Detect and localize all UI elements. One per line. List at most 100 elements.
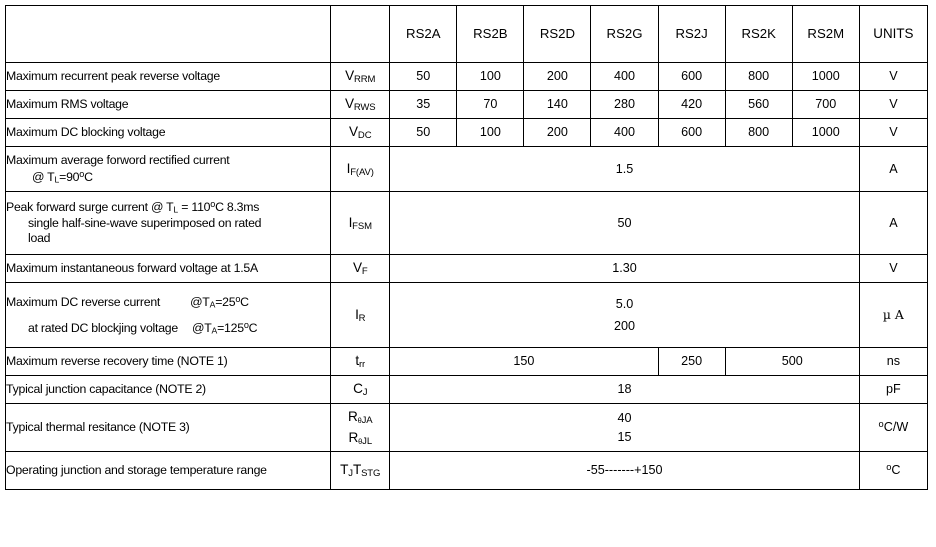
degree-icon: o bbox=[79, 168, 85, 179]
param-cond-prefix: Peak forward surge current @ T bbox=[6, 199, 174, 214]
symbol-main: T bbox=[340, 462, 349, 478]
param-cond-subscript: L bbox=[54, 174, 60, 185]
symbol-subscript: STG bbox=[361, 468, 381, 480]
param-cond-prefix: @ T bbox=[32, 169, 55, 184]
symbol-rthjl: RθJL bbox=[331, 428, 389, 449]
param-text-line3: load bbox=[28, 231, 51, 246]
param-cond-subscript: A bbox=[209, 299, 216, 310]
param-label: Maximum DC reverse current @TA=25oC at ra… bbox=[4, 282, 332, 348]
stacked-values: 40 15 bbox=[390, 409, 859, 446]
units-text: C/W bbox=[883, 420, 909, 435]
value-cell: 700 bbox=[791, 90, 860, 119]
param-cond-value: =125 bbox=[217, 320, 244, 335]
param-label: Maximum reverse recovery time (NOTE 1) bbox=[4, 347, 332, 376]
degree-icon: o bbox=[210, 198, 216, 209]
param-cond-unit: C bbox=[84, 169, 93, 184]
symbol-subscript: F(AV) bbox=[350, 166, 374, 178]
value-cell: 70 bbox=[456, 90, 525, 119]
param-text: Maximum recurrent peak reverse voltage bbox=[6, 68, 220, 83]
param-cond-unit: C bbox=[240, 294, 249, 309]
header-part-rs2m: RS2M bbox=[791, 5, 860, 63]
table-row-thermal-resistance: Typical thermal resitance (NOTE 3) RθJA … bbox=[4, 403, 929, 452]
symbol-subscript-text: JA bbox=[361, 414, 373, 426]
symbol-main: R bbox=[348, 429, 359, 445]
table-row-vf: Maximum instantaneous forward voltage at… bbox=[4, 254, 929, 283]
symbol-main: t bbox=[355, 353, 359, 369]
param-cond-value: = 110 bbox=[178, 199, 211, 214]
param-text-line1: Peak forward surge current @ TL = 110oC … bbox=[6, 199, 330, 216]
symbol-main: V bbox=[352, 260, 362, 276]
param-text-line1: Maximum DC reverse current @TA=25oC bbox=[6, 294, 330, 311]
header-part-rs2d: RS2D bbox=[523, 5, 592, 63]
theta-icon: θ bbox=[358, 436, 363, 446]
param-label: Maximum average forword rectified curren… bbox=[4, 146, 332, 192]
value-cell-trr-high: 500 bbox=[724, 347, 860, 376]
merged-value-cell: 40 15 bbox=[389, 403, 860, 452]
value-cell: 800 bbox=[724, 62, 793, 91]
merged-value-cell: 1.30 bbox=[389, 254, 860, 283]
param-label: Maximum instantaneous forward voltage at… bbox=[4, 254, 332, 283]
param-text: Typical junction capacitance (NOTE 2) bbox=[6, 381, 206, 396]
param-label: Typical thermal resitance (NOTE 3) bbox=[4, 403, 332, 452]
value-cell: 100 bbox=[456, 62, 525, 91]
header-part-rs2k: RS2K bbox=[724, 5, 793, 63]
header-part-rs2b: RS2B bbox=[456, 5, 525, 63]
table-row-vrrm: Maximum recurrent peak reverse voltage V… bbox=[4, 62, 929, 91]
symbol-main: V bbox=[344, 96, 354, 112]
symbol-main: I bbox=[346, 160, 351, 176]
param-cond-prefix: @T bbox=[191, 320, 212, 335]
param-label: Typical junction capacitance (NOTE 2) bbox=[4, 375, 332, 404]
units-cell: ns bbox=[858, 347, 929, 376]
value-25c: 5.0 bbox=[615, 296, 634, 311]
value-cell: 800 bbox=[724, 118, 793, 147]
units-cell: oC bbox=[858, 451, 929, 490]
value-cell: 560 bbox=[724, 90, 793, 119]
electrical-characteristics-table: RS2A RS2B RS2D RS2G RS2J RS2K RS2M UNITS… bbox=[4, 5, 929, 490]
symbol-cj: CJ bbox=[330, 375, 391, 404]
symbol-ifsm: IFSM bbox=[330, 191, 391, 255]
units-cell: pF bbox=[858, 375, 929, 404]
degree-icon: o bbox=[878, 419, 884, 430]
value-cell: 400 bbox=[590, 118, 659, 147]
param-text: Maximum RMS voltage bbox=[6, 96, 129, 111]
value-rthjl: 15 bbox=[617, 429, 632, 444]
param-cond-subscript: A bbox=[211, 325, 218, 336]
param-label: Maximum RMS voltage bbox=[4, 90, 332, 119]
param-cond-value: =25 bbox=[215, 294, 236, 309]
param-text-line2: single half-sine-wave superimposed on ra… bbox=[28, 215, 262, 230]
table-row-ifsm: Peak forward surge current @ TL = 110oC … bbox=[4, 191, 929, 255]
param-text: Maximum reverse recovery time (NOTE 1) bbox=[6, 353, 228, 368]
table-row-vrws: Maximum RMS voltage VRWS 35 70 140 280 4… bbox=[4, 90, 929, 119]
symbol-vrws: VRWS bbox=[330, 90, 391, 119]
degree-icon: o bbox=[235, 293, 241, 304]
units-cell: oC/W bbox=[858, 403, 929, 452]
header-units: UNITS bbox=[858, 5, 929, 63]
param-label: Operating junction and storage temperatu… bbox=[4, 451, 332, 490]
param-label: Maximum DC blocking voltage bbox=[4, 118, 332, 147]
value-cell: 100 bbox=[456, 118, 525, 147]
param-text: Maximum instantaneous forward voltage at… bbox=[6, 260, 258, 275]
value-cell: 200 bbox=[523, 62, 592, 91]
units-cell: V bbox=[858, 62, 929, 91]
symbol-subscript: DC bbox=[357, 130, 372, 142]
value-cell: 35 bbox=[389, 90, 458, 119]
symbol-rthja: RθJA bbox=[331, 407, 389, 428]
param-text: Typical thermal resitance (NOTE 3) bbox=[6, 419, 190, 434]
symbol-subscript: θJA bbox=[358, 415, 373, 426]
units-cell: V bbox=[858, 90, 929, 119]
table-row-cj: Typical junction capacitance (NOTE 2) CJ… bbox=[4, 375, 929, 404]
line-spacer bbox=[6, 311, 330, 320]
value-cell: 280 bbox=[590, 90, 659, 119]
units-text: C bbox=[891, 463, 901, 478]
value-rthja: 40 bbox=[617, 411, 632, 426]
value-cell-trr-mid: 250 bbox=[657, 347, 726, 376]
param-label: Maximum recurrent peak reverse voltage bbox=[4, 62, 332, 91]
symbol-main: V bbox=[349, 124, 358, 140]
value-cell: 1000 bbox=[791, 118, 860, 147]
header-part-rs2g: RS2G bbox=[590, 5, 659, 63]
param-cond-unit: C 8.3ms bbox=[215, 199, 260, 214]
symbol-vdc: VDC bbox=[330, 118, 391, 147]
value-cell: 420 bbox=[657, 90, 726, 119]
symbol-main: I bbox=[348, 214, 353, 230]
symbol-subscript: F bbox=[361, 266, 368, 278]
